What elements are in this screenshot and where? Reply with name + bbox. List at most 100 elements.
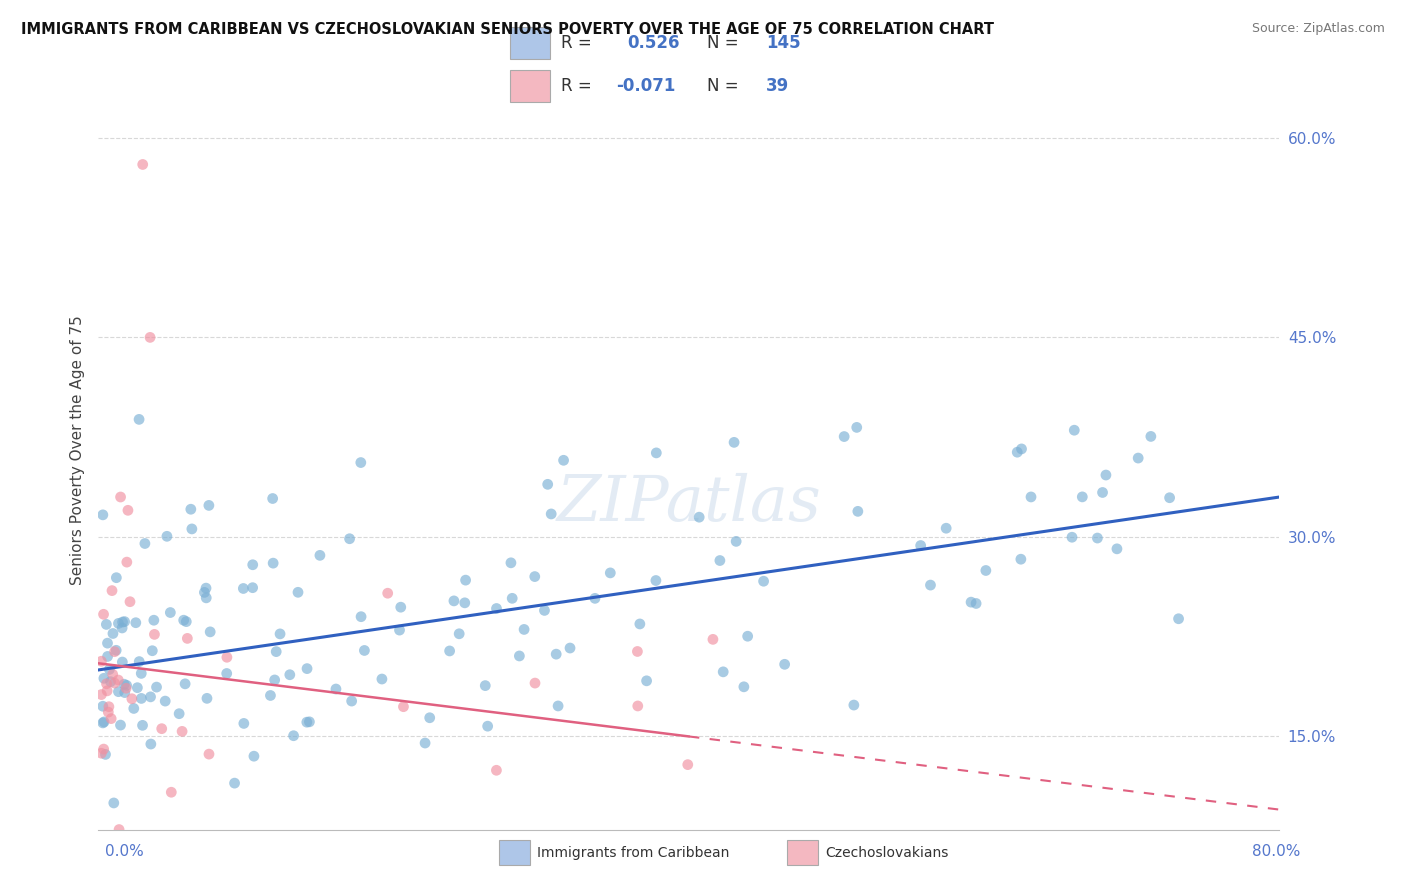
Point	[537, 477, 560, 491]
Point	[1140, 429, 1163, 443]
Y-axis label: Seniors Poverty Over the Age of 75: Seniors Poverty Over the Age of 75	[69, 316, 84, 585]
Point	[733, 680, 755, 694]
Point	[107, 616, 129, 631]
Point	[960, 595, 983, 609]
Point	[90, 688, 112, 702]
Point	[1159, 491, 1181, 505]
Point	[215, 650, 238, 665]
Point	[193, 585, 215, 599]
Point	[725, 534, 748, 549]
Point	[1007, 445, 1029, 459]
Point	[262, 491, 284, 506]
Point	[477, 719, 499, 733]
Text: 0.526: 0.526	[627, 34, 679, 52]
Text: 80.0%: 80.0%	[1253, 845, 1301, 859]
Text: -0.071: -0.071	[616, 78, 675, 95]
Point	[139, 690, 162, 704]
Point	[198, 499, 221, 513]
Point	[195, 581, 218, 595]
Point	[1128, 451, 1150, 466]
Point	[485, 601, 508, 615]
Point	[773, 657, 796, 672]
Point	[115, 678, 138, 692]
Point	[474, 679, 496, 693]
Point	[159, 606, 181, 620]
Point	[501, 591, 523, 606]
Point	[454, 573, 477, 587]
Point	[93, 714, 115, 729]
Point	[118, 595, 141, 609]
Point	[101, 583, 124, 598]
Point	[91, 699, 114, 714]
Point	[702, 632, 724, 647]
Point	[91, 715, 114, 730]
Point	[131, 718, 153, 732]
Point	[110, 718, 132, 732]
Point	[139, 737, 162, 751]
Point	[91, 508, 114, 522]
Point	[419, 711, 441, 725]
Point	[1063, 423, 1085, 437]
Point	[626, 644, 648, 658]
Text: Czechoslovakians: Czechoslovakians	[825, 846, 949, 860]
Point	[224, 776, 246, 790]
Point	[558, 640, 581, 655]
FancyBboxPatch shape	[510, 28, 550, 59]
Point	[1095, 468, 1118, 483]
Point	[125, 615, 148, 630]
Point	[645, 574, 668, 588]
Point	[121, 691, 143, 706]
Point	[195, 591, 218, 605]
Point	[547, 698, 569, 713]
Point	[122, 701, 145, 715]
Point	[215, 666, 238, 681]
Point	[1087, 531, 1109, 545]
Point	[156, 529, 179, 543]
Point	[141, 644, 163, 658]
Point	[309, 549, 332, 563]
Point	[111, 621, 134, 635]
Point	[645, 446, 668, 460]
Point	[1167, 612, 1189, 626]
Point	[264, 645, 287, 659]
Point	[167, 706, 190, 721]
Point	[627, 698, 650, 713]
Text: Source: ZipAtlas.com: Source: ZipAtlas.com	[1251, 22, 1385, 36]
Point	[965, 597, 987, 611]
Point	[105, 643, 128, 657]
Point	[131, 691, 153, 706]
Point	[752, 574, 775, 589]
Point	[103, 796, 125, 810]
Point	[96, 617, 118, 632]
Point	[101, 626, 124, 640]
Text: 0.0%: 0.0%	[105, 845, 145, 859]
Text: R =: R =	[561, 78, 592, 95]
Point	[269, 627, 291, 641]
Point	[688, 510, 710, 524]
Point	[295, 715, 318, 730]
Point	[350, 609, 373, 624]
Point	[127, 681, 149, 695]
Point	[513, 623, 536, 637]
Text: IMMIGRANTS FROM CARIBBEAN VS CZECHOSLOVAKIAN SENIORS POVERTY OVER THE AGE OF 75 : IMMIGRANTS FROM CARIBBEAN VS CZECHOSLOVA…	[21, 22, 994, 37]
Point	[439, 644, 461, 658]
Point	[97, 705, 120, 719]
Point	[104, 645, 127, 659]
Point	[298, 714, 321, 729]
Point	[176, 632, 198, 646]
Point	[388, 623, 411, 637]
Point	[508, 648, 530, 663]
Point	[232, 582, 254, 596]
Point	[142, 613, 165, 627]
Point	[96, 636, 118, 650]
Point	[111, 615, 134, 629]
Point	[935, 521, 957, 535]
Point	[1071, 490, 1094, 504]
Point	[636, 673, 658, 688]
Point	[340, 694, 363, 708]
Point	[711, 665, 734, 679]
Point	[94, 747, 117, 762]
Point	[97, 699, 120, 714]
Point	[105, 571, 128, 585]
Point	[100, 712, 122, 726]
